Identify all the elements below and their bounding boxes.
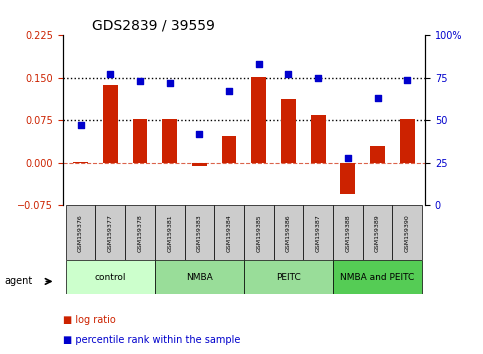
- FancyBboxPatch shape: [273, 205, 303, 260]
- Text: GSM159381: GSM159381: [167, 214, 172, 252]
- Bar: [103, 85, 118, 163]
- Text: ■ log ratio: ■ log ratio: [63, 315, 115, 325]
- Bar: [132, 119, 147, 163]
- Text: GSM159384: GSM159384: [227, 214, 231, 252]
- FancyBboxPatch shape: [392, 205, 422, 260]
- FancyBboxPatch shape: [96, 205, 125, 260]
- Point: [403, 77, 411, 82]
- Text: GSM159383: GSM159383: [197, 214, 202, 252]
- Text: GDS2839 / 39559: GDS2839 / 39559: [92, 19, 214, 33]
- Point: [255, 62, 263, 67]
- Text: GSM159388: GSM159388: [345, 214, 350, 252]
- Text: ■ percentile rank within the sample: ■ percentile rank within the sample: [63, 335, 240, 345]
- Text: GSM159386: GSM159386: [286, 214, 291, 252]
- Bar: [400, 119, 414, 163]
- Text: NMBA and PEITC: NMBA and PEITC: [341, 273, 415, 281]
- Point: [314, 75, 322, 81]
- FancyBboxPatch shape: [244, 260, 333, 294]
- Text: GSM159389: GSM159389: [375, 214, 380, 252]
- FancyBboxPatch shape: [185, 205, 214, 260]
- Point: [136, 79, 144, 84]
- Bar: [341, 163, 355, 194]
- Text: GSM159385: GSM159385: [256, 214, 261, 252]
- Point: [225, 88, 233, 94]
- Bar: [162, 119, 177, 163]
- Text: agent: agent: [5, 276, 33, 286]
- Point: [374, 96, 382, 101]
- Text: GSM159387: GSM159387: [316, 214, 321, 252]
- Bar: [73, 162, 88, 163]
- Text: control: control: [95, 273, 126, 281]
- FancyBboxPatch shape: [333, 205, 363, 260]
- FancyBboxPatch shape: [66, 260, 155, 294]
- Point: [77, 122, 85, 128]
- FancyBboxPatch shape: [66, 205, 96, 260]
- Bar: [251, 77, 266, 163]
- Text: GSM159376: GSM159376: [78, 214, 83, 252]
- Point: [106, 72, 114, 77]
- Point: [344, 155, 352, 161]
- FancyBboxPatch shape: [244, 205, 273, 260]
- Text: GSM159390: GSM159390: [405, 214, 410, 252]
- FancyBboxPatch shape: [125, 205, 155, 260]
- Point: [196, 131, 203, 137]
- Bar: [370, 146, 385, 163]
- FancyBboxPatch shape: [214, 205, 244, 260]
- FancyBboxPatch shape: [333, 260, 422, 294]
- FancyBboxPatch shape: [155, 260, 244, 294]
- FancyBboxPatch shape: [363, 205, 392, 260]
- Bar: [311, 115, 326, 163]
- FancyBboxPatch shape: [155, 205, 185, 260]
- Point: [284, 72, 292, 77]
- Bar: [281, 99, 296, 163]
- Text: NMBA: NMBA: [186, 273, 213, 281]
- Point: [166, 80, 173, 86]
- Text: GSM159378: GSM159378: [138, 214, 142, 252]
- Text: GSM159377: GSM159377: [108, 214, 113, 252]
- FancyBboxPatch shape: [303, 205, 333, 260]
- Bar: [192, 163, 207, 166]
- Bar: [222, 136, 237, 163]
- Text: PEITC: PEITC: [276, 273, 301, 281]
